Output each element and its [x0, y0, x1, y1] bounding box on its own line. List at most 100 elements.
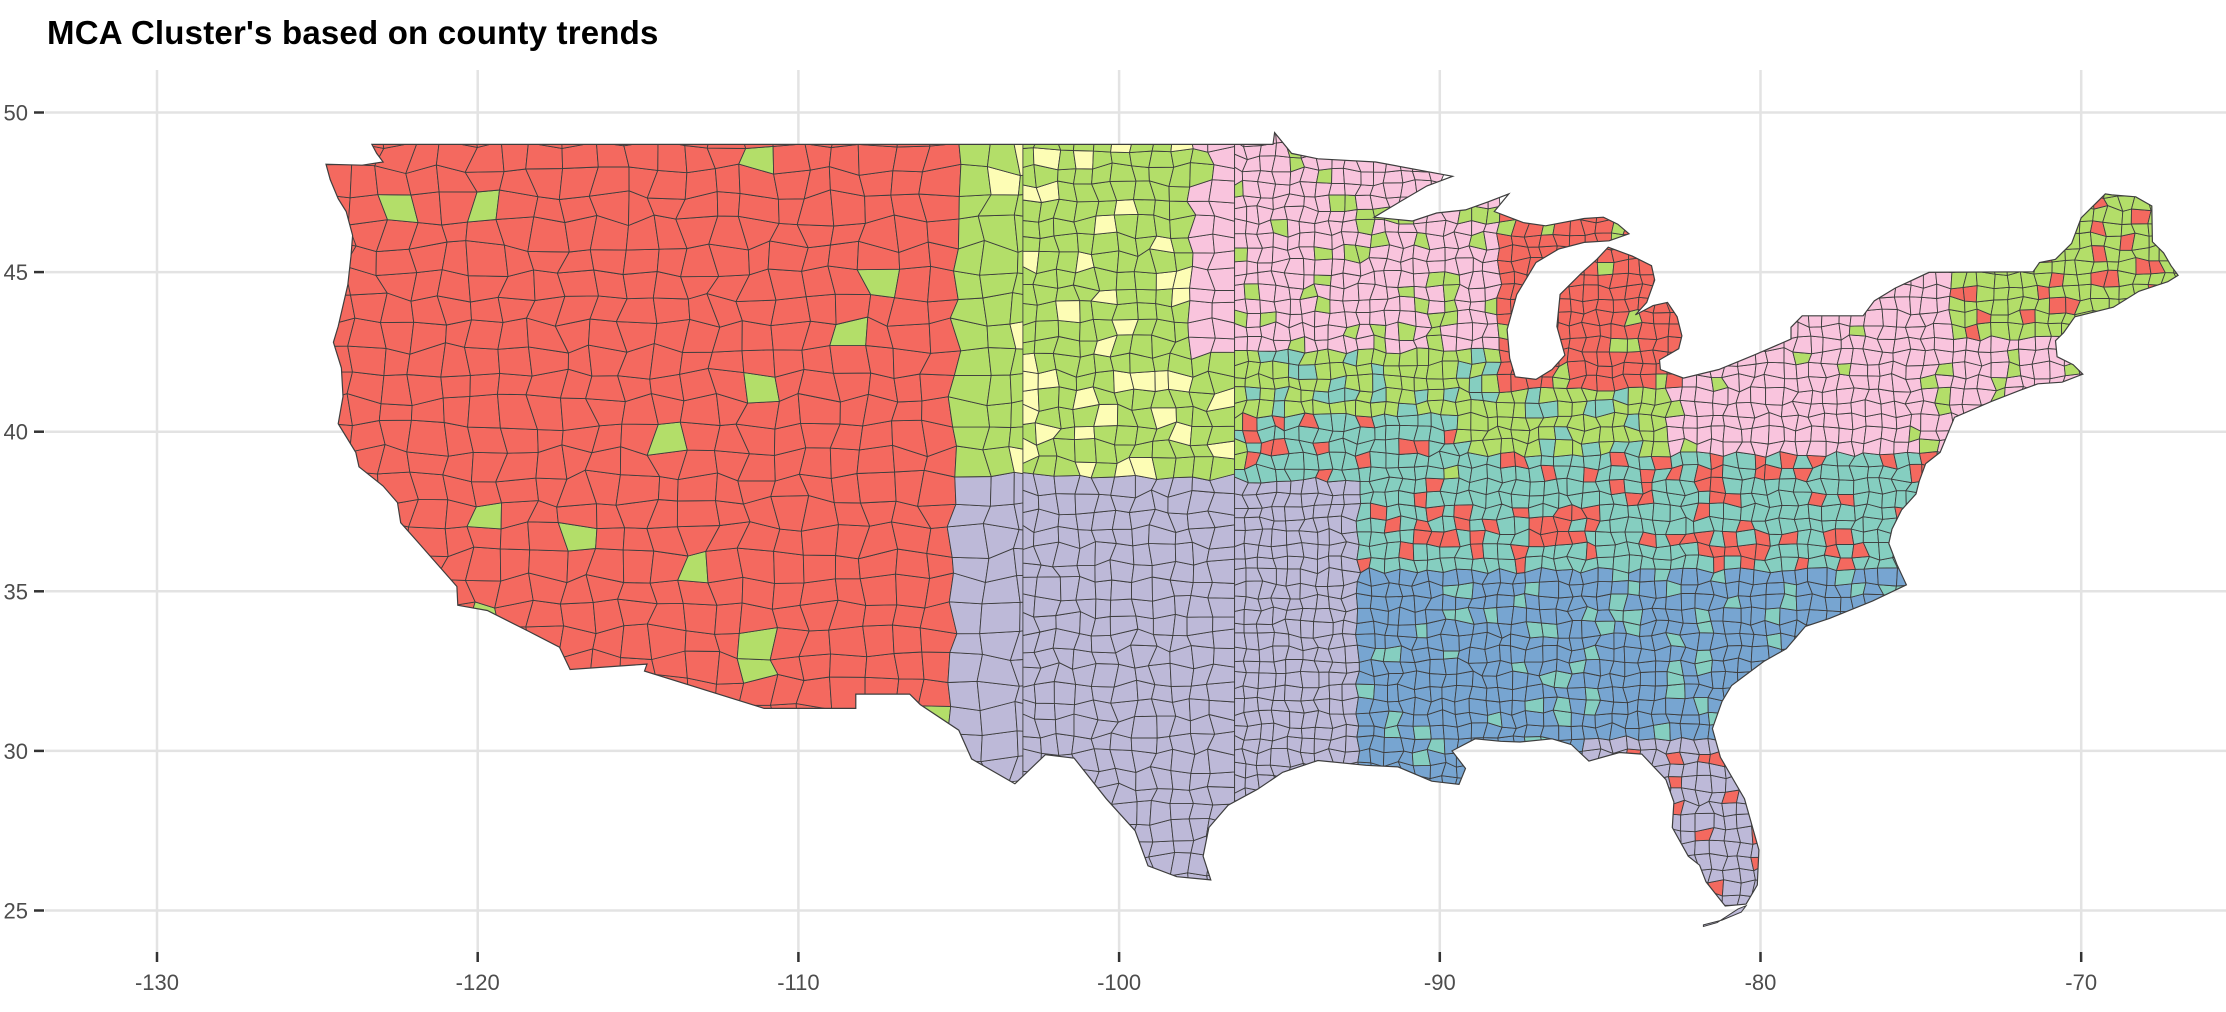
county-shape — [1425, 284, 1446, 303]
county-shape — [1598, 426, 1615, 443]
county-shape — [1345, 661, 1360, 674]
county-shape — [1244, 298, 1262, 314]
county-shape — [1654, 671, 1668, 687]
county-shape — [1212, 616, 1236, 633]
county-shape — [1130, 737, 1158, 754]
county-shape — [1722, 607, 1742, 624]
county-shape — [1272, 631, 1290, 647]
county-shape — [1187, 852, 1211, 877]
county-shape — [440, 374, 471, 399]
county-shape — [1298, 231, 1316, 248]
county-shape — [716, 191, 741, 217]
county-shape — [1510, 493, 1530, 509]
county-shape — [1342, 494, 1362, 505]
county-shape — [834, 555, 861, 580]
county-shape — [1057, 406, 1076, 430]
county-shape — [1034, 576, 1062, 602]
county-shape — [1820, 463, 1840, 481]
county-shape — [1608, 478, 1626, 496]
county-shape — [1725, 580, 1740, 599]
county-shape — [1360, 171, 1375, 187]
county-shape — [1385, 452, 1400, 469]
county-shape — [1271, 400, 1286, 418]
county-shape — [1779, 308, 1799, 323]
county-shape — [1072, 132, 1096, 152]
county-shape — [1722, 670, 1739, 689]
county-shape — [465, 240, 509, 277]
county-shape — [1234, 377, 1246, 388]
county-shape — [1863, 285, 1880, 299]
county-shape — [1328, 182, 1346, 196]
county-shape — [917, 705, 952, 735]
county-shape — [1286, 727, 1303, 739]
county-shape — [1835, 402, 1853, 415]
county-shape — [1314, 324, 1329, 341]
county-shape — [2048, 272, 2065, 288]
county-shape — [2117, 180, 2138, 197]
county-shape — [1483, 347, 1502, 363]
county-shape — [346, 470, 380, 507]
county-shape — [1796, 543, 1810, 560]
county-shape — [1416, 347, 1430, 367]
county-shape — [1892, 542, 1913, 559]
county-shape — [979, 601, 1021, 635]
county-shape — [1881, 308, 1898, 328]
county-shape — [1425, 334, 1445, 352]
county-shape — [714, 682, 745, 709]
county-shape — [1876, 567, 1898, 587]
county-shape — [1512, 582, 1527, 597]
county-shape — [1580, 206, 1598, 224]
county-shape — [1022, 370, 1039, 392]
county-shape — [1697, 753, 1711, 764]
county-shape — [1440, 633, 1460, 652]
county-shape — [1641, 386, 1657, 406]
county-shape — [2061, 322, 2081, 337]
county-shape — [1342, 479, 1361, 496]
county-shape — [1207, 597, 1236, 618]
x-tick-label: -90 — [1424, 970, 1456, 995]
county-shape — [1234, 800, 1248, 819]
county-shape — [622, 271, 658, 300]
county-shape — [1510, 605, 1527, 625]
county-shape — [1848, 325, 1867, 337]
county-shape — [1651, 787, 1672, 807]
county-shape — [1206, 870, 1236, 895]
county-shape — [473, 132, 510, 148]
county-shape — [1328, 194, 1346, 212]
county-shape — [1135, 288, 1157, 305]
county-shape — [1397, 624, 1418, 639]
county-shape — [1300, 389, 1315, 403]
county-shape — [1767, 424, 1785, 445]
county-shape — [1356, 725, 1375, 738]
county-shape — [1680, 593, 1696, 611]
county-shape — [1628, 257, 1641, 276]
county-shape — [1133, 271, 1157, 291]
county-shape — [864, 653, 900, 680]
county-shape — [857, 132, 900, 148]
county-shape — [1538, 298, 1559, 313]
county-shape — [1073, 168, 1094, 185]
x-tick-label: -120 — [456, 970, 500, 995]
county-shape — [1627, 580, 1641, 596]
county-shape — [1110, 579, 1133, 601]
county-shape — [1652, 312, 1671, 325]
county-shape — [1749, 338, 1767, 352]
county-shape — [1412, 543, 1429, 562]
county-shape — [1384, 541, 1402, 560]
county-shape — [1835, 412, 1854, 431]
county-shape — [1707, 722, 1727, 742]
county-shape — [1022, 236, 1041, 252]
county-shape — [1721, 802, 1737, 818]
county-shape — [1111, 509, 1133, 530]
county-shape — [1328, 683, 1343, 702]
county-shape — [440, 601, 476, 636]
county-shape — [2090, 309, 2110, 327]
county-shape — [1374, 633, 1386, 650]
county-shape — [1749, 594, 1767, 610]
county-shape — [326, 164, 353, 199]
county-shape — [442, 395, 471, 428]
county-shape — [1259, 722, 1275, 742]
county-shape — [1595, 206, 1616, 224]
county-shape — [1383, 374, 1403, 390]
county-shape — [1109, 823, 1138, 843]
